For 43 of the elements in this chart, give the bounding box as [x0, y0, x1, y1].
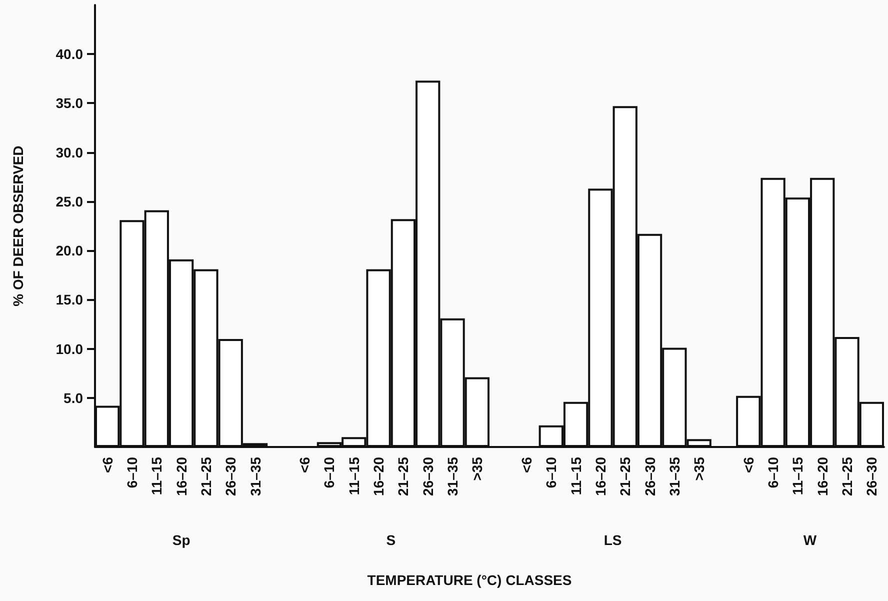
x-tick-label: 21–25 [198, 456, 214, 496]
x-tick-label: 6–10 [765, 456, 782, 488]
text: W [803, 532, 818, 548]
x-tick-label: 6–10 [124, 456, 140, 488]
x-tick-label: 11–15 [346, 456, 362, 496]
y-tick-label: 30.0 [56, 144, 84, 160]
x-tick-label: 31–35 [666, 456, 682, 496]
x-tick-label: <6 [296, 456, 313, 473]
x-tick-label: 16–20 [173, 456, 190, 496]
x-tick-label: 16–20 [814, 456, 830, 496]
x-tick-label: 21–25 [839, 456, 856, 496]
x-tick-label: 11–15 [790, 456, 806, 496]
x-tick-label: 31–35 [247, 456, 264, 496]
text: TEMPERATURE (°C) CLASSES [367, 572, 572, 588]
x-tick-label: 26–30 [222, 456, 239, 496]
x-tick-label: 11–15 [148, 456, 165, 496]
x-tick-label: 21–25 [395, 456, 412, 496]
y-tick-label: 35.0 [56, 95, 84, 112]
x-tick-label: >35 [469, 456, 486, 481]
x-tick-label: <6 [740, 456, 756, 473]
y-tick-label: 20.0 [56, 242, 84, 259]
x-tick-label: <6 [99, 456, 116, 473]
text: LS [604, 532, 622, 548]
x-tick-label: <6 [518, 456, 534, 473]
y-tick-label: 5.0 [64, 390, 84, 406]
x-tick-label: 26–30 [420, 456, 436, 496]
x-tick-label: 26–30 [642, 456, 658, 496]
x-tick-label: 16–20 [370, 456, 387, 496]
y-tick-label: 40.0 [56, 46, 84, 62]
x-tick-label: 6–10 [321, 456, 338, 488]
x-tick-label: 16–20 [592, 456, 608, 496]
x-tick-label: 6–10 [543, 456, 560, 488]
y-tick-label: 25.0 [56, 193, 84, 210]
text: S [386, 532, 396, 548]
text: Sp [172, 532, 190, 548]
x-tick-label: >35 [691, 456, 708, 481]
x-tick-label: 21–25 [617, 456, 634, 496]
x-tick-label: 31–35 [444, 456, 461, 496]
y-tick-label: 10.0 [56, 340, 84, 357]
y-tick-label: 15.0 [56, 292, 84, 308]
y-axis-title: % OF DEER OBSERVED [10, 146, 26, 306]
x-tick-label: 26–30 [864, 456, 880, 496]
x-tick-label: 11–15 [568, 456, 584, 496]
